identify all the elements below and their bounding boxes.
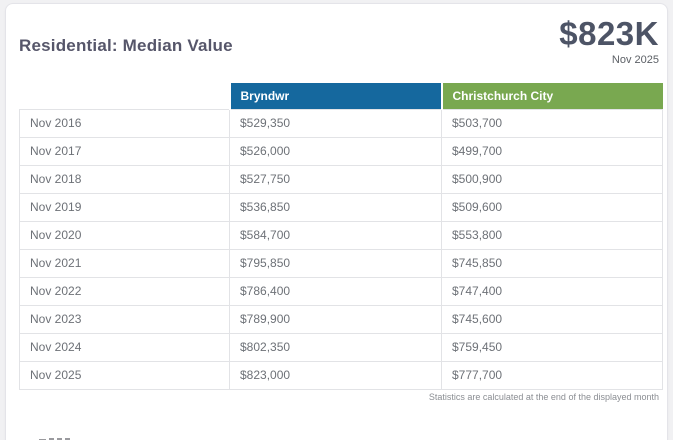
table-row: Nov 2020 $584,700 $553,800	[19, 220, 663, 250]
cell-bryndwr: $526,000	[229, 136, 442, 166]
row-date: Nov 2021	[19, 248, 230, 278]
table-row: Nov 2024 $802,350 $759,450	[19, 332, 663, 362]
cell-christchurch-city: $745,850	[441, 248, 663, 278]
cell-bryndwr: $529,350	[229, 108, 442, 138]
headline-stat: $823K Nov 2025	[559, 15, 659, 67]
headline-date: Nov 2025	[611, 54, 659, 66]
cell-christchurch-city: $503,700	[441, 108, 663, 138]
cell-christchurch-city: $509,600	[441, 192, 663, 222]
cell-bryndwr: $536,850	[229, 192, 442, 222]
cell-bryndwr: $795,850	[229, 248, 442, 278]
table-row: Nov 2019 $536,850 $509,600	[19, 192, 663, 222]
stats-card: Residential: Median Value $823K Nov 2025…	[5, 3, 668, 440]
cell-bryndwr: $527,750	[229, 164, 442, 194]
column-header-empty	[20, 83, 230, 109]
cell-bryndwr: $584,700	[229, 220, 442, 250]
cell-bryndwr: $786,400	[229, 276, 442, 306]
cell-bryndwr: $789,900	[229, 304, 442, 334]
cell-christchurch-city: $745,600	[441, 304, 663, 334]
table-row: Nov 2021 $795,850 $745,850	[19, 248, 663, 278]
table-row: Nov 2023 $789,900 $745,600	[19, 304, 663, 334]
cell-christchurch-city: $747,400	[441, 276, 663, 306]
table-row: Nov 2022 $786,400 $747,400	[19, 276, 663, 306]
table-header-row: Bryndwr Christchurch City	[20, 83, 663, 109]
cell-christchurch-city: $759,450	[441, 332, 663, 362]
row-date: Nov 2019	[19, 192, 230, 222]
cell-bryndwr: $802,350	[229, 332, 442, 362]
median-value-table: Bryndwr Christchurch City Nov 2016 $529,3…	[19, 83, 663, 390]
headline-value: $823K	[559, 15, 659, 52]
cell-christchurch-city: $553,800	[441, 220, 663, 250]
cell-bryndwr: $823,000	[229, 360, 442, 390]
footnote: Statistics are calculated at the end of …	[428, 392, 659, 402]
table-body: Nov 2016 $529,350 $503,700 Nov 2017 $526,000…	[19, 108, 663, 390]
table-row: Nov 2025 $823,000 $777,700	[19, 360, 663, 390]
row-date: Nov 2018	[19, 164, 230, 194]
row-date: Nov 2024	[19, 332, 230, 362]
page-title: Residential: Median Value	[19, 36, 233, 55]
row-date: Nov 2017	[19, 136, 230, 166]
column-header-christchurch-city: Christchurch City	[440, 83, 663, 109]
cell-christchurch-city: $500,900	[441, 164, 663, 194]
row-date: Nov 2022	[19, 276, 230, 306]
row-date: Nov 2025	[19, 360, 230, 390]
table-row: Nov 2017 $526,000 $499,700	[19, 136, 663, 166]
table-container: Bryndwr Christchurch City Nov 2016 $529,3…	[19, 83, 663, 390]
cell-christchurch-city: $499,700	[441, 136, 663, 166]
cell-christchurch-city: $777,700	[441, 360, 663, 390]
table-row: Nov 2016 $529,350 $503,700	[19, 108, 663, 138]
table-row: Nov 2018 $527,750 $500,900	[19, 164, 663, 194]
row-date: Nov 2020	[19, 220, 230, 250]
column-header-bryndwr: Bryndwr	[228, 83, 442, 109]
row-date: Nov 2023	[19, 304, 230, 334]
row-date: Nov 2016	[19, 108, 230, 138]
